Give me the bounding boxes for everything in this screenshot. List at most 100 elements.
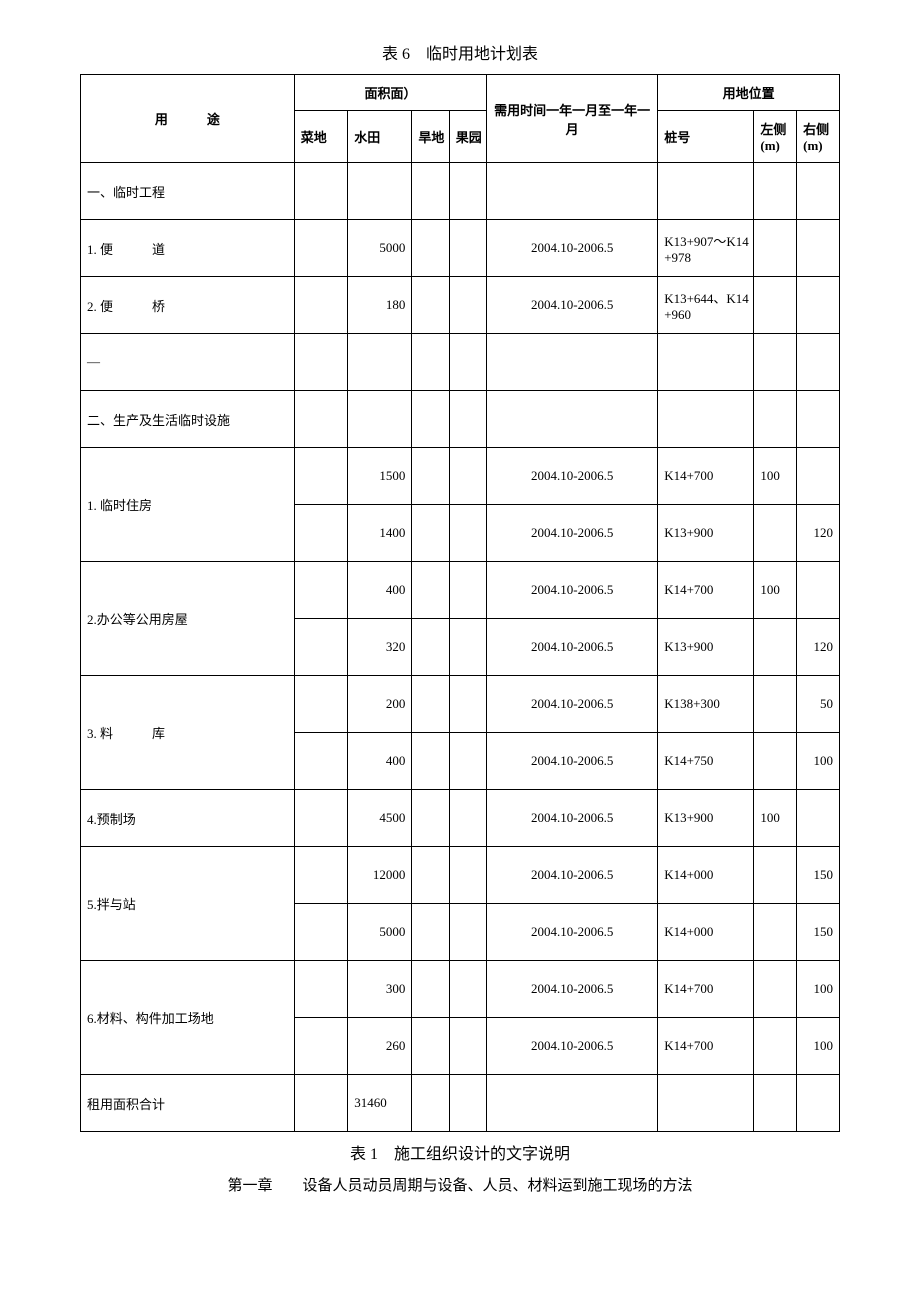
table-cell [348, 334, 412, 391]
table-cell: K14+700 [658, 1018, 754, 1075]
table-cell: 300 [348, 961, 412, 1018]
table-cell [754, 334, 797, 391]
table-cell [797, 790, 840, 847]
table-cell: 2004.10-2006.5 [487, 904, 658, 961]
table-cell [294, 676, 347, 733]
table-cell [449, 163, 486, 220]
table-cell [294, 391, 347, 448]
table-cell: 一、临时工程 [81, 163, 295, 220]
table-cell [294, 277, 347, 334]
table-cell [294, 1018, 347, 1075]
table-cell [294, 1075, 347, 1132]
table-cell: 2004.10-2006.5 [487, 847, 658, 904]
table-cell [754, 277, 797, 334]
table-cell [797, 220, 840, 277]
table-cell [449, 961, 486, 1018]
table-cell: 2004.10-2006.5 [487, 1018, 658, 1075]
table-cell [412, 1075, 449, 1132]
table-cell: K13+900 [658, 505, 754, 562]
table-cell [294, 790, 347, 847]
table-cell [412, 961, 449, 1018]
table-cell [294, 220, 347, 277]
table-cell: K14+700 [658, 961, 754, 1018]
table-cell [412, 505, 449, 562]
table-cell [412, 619, 449, 676]
table-cell: 1. 便 道 [81, 220, 295, 277]
table-cell [797, 1075, 840, 1132]
table-cell [449, 676, 486, 733]
table-cell: 100 [797, 961, 840, 1018]
table-cell: 5.拌与站 [81, 847, 295, 961]
table-cell: 12000 [348, 847, 412, 904]
table-cell [412, 847, 449, 904]
table-cell [348, 391, 412, 448]
table-cell: 260 [348, 1018, 412, 1075]
table-cell [797, 163, 840, 220]
table-cell [797, 562, 840, 619]
table-cell [754, 220, 797, 277]
table-cell [449, 790, 486, 847]
hdr-right: 右侧(m) [797, 111, 840, 163]
table-cell [294, 961, 347, 1018]
table-cell: 120 [797, 619, 840, 676]
table-cell [294, 847, 347, 904]
table-cell: 2004.10-2006.5 [487, 790, 658, 847]
table-cell: K13+907～K14+978 [658, 220, 754, 277]
table-cell: 4500 [348, 790, 412, 847]
table-cell: 2004.10-2006.5 [487, 448, 658, 505]
table-cell [412, 391, 449, 448]
table-cell: 1500 [348, 448, 412, 505]
table-cell [294, 448, 347, 505]
table-cell: K13+900 [658, 619, 754, 676]
table-cell: 150 [797, 904, 840, 961]
table-cell [294, 334, 347, 391]
table-cell: K13+644、K14+960 [658, 277, 754, 334]
table-cell [487, 391, 658, 448]
table-cell [449, 1075, 486, 1132]
table-cell [658, 163, 754, 220]
hdr-shui: 水田 [348, 111, 412, 163]
table-cell [797, 448, 840, 505]
table-cell [658, 334, 754, 391]
table-cell [449, 277, 486, 334]
table-cell [449, 1018, 486, 1075]
table-cell: 50 [797, 676, 840, 733]
table-cell: 2. 便 桥 [81, 277, 295, 334]
plan-table: 用 途 面积面） 需用时间一年一月至一年一月 用地位置 菜地 水田 旱地 果园 … [80, 74, 840, 1132]
table-cell [754, 505, 797, 562]
hdr-area: 面积面） [294, 75, 486, 111]
table-cell: K14+000 [658, 904, 754, 961]
table-cell [449, 334, 486, 391]
table-cell [412, 676, 449, 733]
table-cell: 150 [797, 847, 840, 904]
section-title: 表 1 施工组织设计的文字说明 [80, 1140, 840, 1164]
table-cell: K14+700 [658, 562, 754, 619]
hdr-left: 左侧(m) [754, 111, 797, 163]
table-cell [294, 733, 347, 790]
table-cell: 180 [348, 277, 412, 334]
table-cell: 400 [348, 733, 412, 790]
table-cell: K13+900 [658, 790, 754, 847]
table-cell [754, 163, 797, 220]
table-cell: 5000 [348, 220, 412, 277]
table-cell [754, 904, 797, 961]
table-cell [412, 790, 449, 847]
table-cell [797, 334, 840, 391]
table-cell: K14+750 [658, 733, 754, 790]
table-cell [487, 1075, 658, 1132]
table-cell: 2004.10-2006.5 [487, 733, 658, 790]
table-cell: 320 [348, 619, 412, 676]
table-cell: K138+300 [658, 676, 754, 733]
table-cell [294, 163, 347, 220]
hdr-loc: 用地位置 [658, 75, 840, 111]
table-cell [754, 1075, 797, 1132]
table-cell: 2004.10-2006.5 [487, 676, 658, 733]
table-cell: 100 [797, 1018, 840, 1075]
table-cell: 租用面积合计 [81, 1075, 295, 1132]
table-cell [412, 904, 449, 961]
table-cell [412, 733, 449, 790]
table-cell [754, 391, 797, 448]
table-cell: 100 [754, 448, 797, 505]
table-cell [754, 619, 797, 676]
table-cell [294, 619, 347, 676]
